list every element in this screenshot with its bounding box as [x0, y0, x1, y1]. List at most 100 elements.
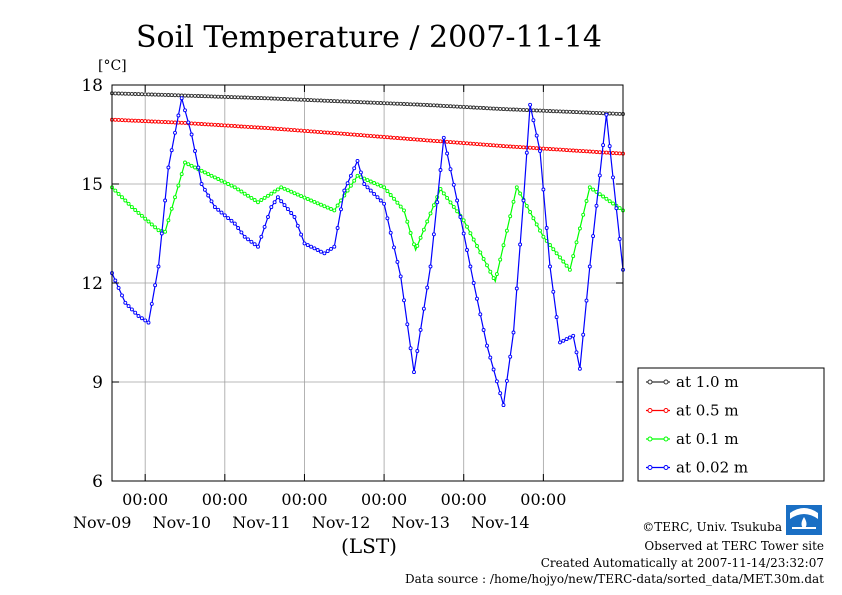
- data-point: [468, 264, 473, 269]
- data-point: [352, 178, 357, 183]
- data-point: [564, 337, 569, 342]
- data-point: [481, 142, 486, 147]
- data-point: [421, 227, 426, 232]
- data-point: [428, 264, 433, 269]
- data-point: [564, 263, 569, 268]
- data-point: [136, 118, 141, 123]
- data-point: [591, 234, 596, 239]
- data-point: [113, 188, 118, 193]
- data-point: [567, 109, 572, 114]
- data-point: [461, 218, 466, 223]
- data-point: [216, 94, 221, 99]
- data-point: [498, 143, 503, 148]
- data-point: [465, 141, 469, 146]
- data-point: [189, 163, 194, 168]
- data-point: [412, 370, 416, 375]
- data-point: [325, 130, 330, 135]
- data-point: [116, 285, 121, 290]
- data-point: [289, 127, 294, 132]
- data-point: [120, 195, 124, 200]
- data-point: [289, 97, 294, 102]
- data-point: [511, 107, 516, 112]
- data-point: [252, 95, 257, 100]
- data-point: [455, 104, 460, 109]
- data-point: [212, 175, 217, 180]
- data-point: [421, 138, 426, 143]
- data-point: [564, 148, 569, 153]
- data-point: [342, 188, 347, 193]
- data-point: [299, 128, 304, 133]
- data-point: [425, 219, 430, 224]
- data-point: [561, 338, 566, 343]
- data-point: [611, 111, 615, 116]
- data-point: [226, 182, 231, 186]
- data-point: [551, 147, 556, 152]
- data-point: [352, 166, 357, 171]
- data-point: [435, 200, 440, 205]
- data-point: [551, 109, 556, 114]
- data-point: [159, 92, 164, 97]
- data-point: [421, 102, 426, 107]
- data-point: [511, 199, 516, 204]
- data-point: [441, 103, 446, 108]
- data-point: [266, 193, 270, 198]
- data-point: [441, 191, 446, 196]
- data-point: [302, 128, 307, 133]
- data-point: [226, 95, 231, 99]
- data-point: [534, 146, 539, 151]
- data-point: [455, 198, 460, 203]
- data-point: [382, 185, 387, 190]
- data-point: [584, 199, 589, 203]
- data-point: [475, 296, 479, 301]
- data-point: [368, 133, 373, 138]
- data-point: [524, 203, 529, 208]
- data-point: [587, 185, 592, 190]
- data-point: [322, 204, 327, 209]
- data-point: [149, 301, 154, 306]
- data-point: [388, 193, 393, 197]
- data-point: [322, 130, 327, 135]
- data-point: [531, 118, 536, 123]
- data-point: [295, 97, 300, 102]
- x-axis-ticks: 00:00 Nov-09 00:00 Nov-10 00:00 Nov-11 00:00 No…: [73, 85, 566, 532]
- data-point: [597, 150, 602, 155]
- data-point: [163, 92, 168, 97]
- data-point: [494, 143, 499, 148]
- data-point: [156, 92, 161, 97]
- data-point: [116, 91, 121, 96]
- data-point: [481, 256, 486, 261]
- data-point: [209, 199, 214, 204]
- data-point: [478, 142, 483, 147]
- legend-marker: [663, 408, 669, 413]
- data-point: [352, 99, 357, 104]
- data-point: [514, 185, 519, 190]
- legend-marker: [647, 465, 653, 470]
- data-point: [189, 93, 194, 98]
- data-point: [295, 128, 300, 133]
- data-point: [173, 195, 177, 200]
- data-point: [581, 212, 586, 217]
- data-point: [179, 172, 184, 177]
- data-point: [302, 241, 307, 246]
- data-point: [591, 187, 596, 192]
- data-point: [179, 120, 184, 125]
- data-point: [614, 111, 619, 116]
- data-point: [538, 149, 542, 153]
- data-point: [262, 224, 267, 229]
- data-point: [398, 274, 403, 279]
- data-point: [282, 203, 287, 208]
- data-point: [458, 104, 463, 109]
- credit-copyright: ©TERC, Univ. Tsukuba: [642, 520, 782, 534]
- data-point: [485, 106, 489, 111]
- data-point: [554, 109, 559, 114]
- data-point: [614, 206, 619, 211]
- data-point: [292, 191, 297, 196]
- data-point: [491, 276, 496, 281]
- data-point: [113, 91, 118, 96]
- data-point: [305, 98, 310, 102]
- data-point: [385, 135, 390, 140]
- data-point: [415, 243, 420, 248]
- data-point: [465, 224, 469, 229]
- data-point: [302, 195, 307, 200]
- data-point: [382, 101, 387, 106]
